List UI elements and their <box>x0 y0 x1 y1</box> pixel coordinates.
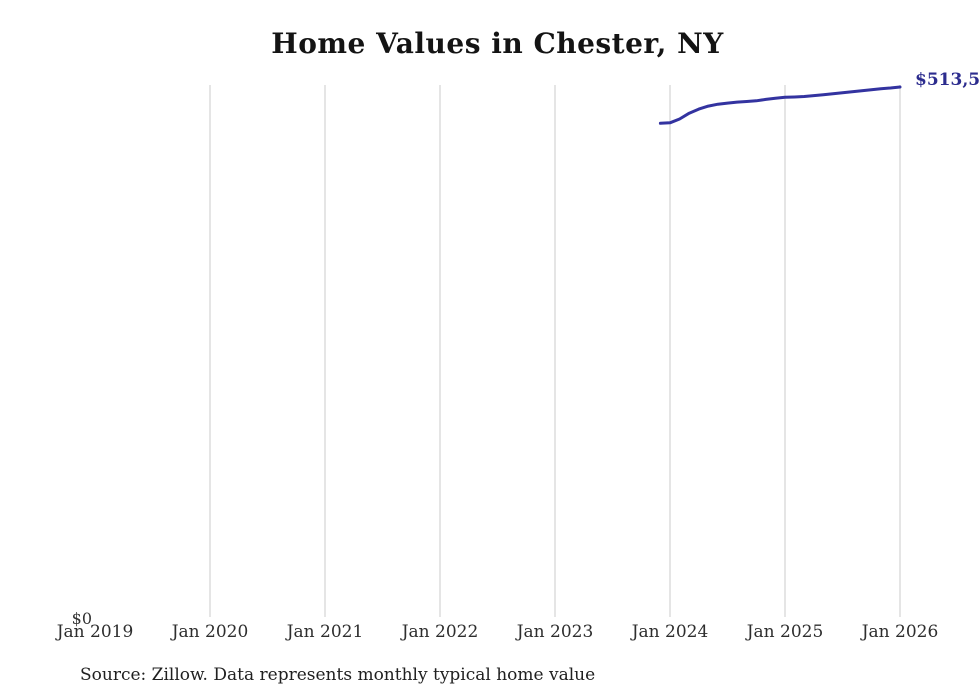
x-tick-label: Jan 2024 <box>631 622 709 642</box>
x-tick-label: Jan 2020 <box>171 622 249 642</box>
home-value-line <box>658 85 902 125</box>
source-note: Source: Zillow. Data represents monthly … <box>80 665 596 685</box>
latest-value-label: $513,577 <box>915 70 980 90</box>
chart-title: Home Values in Chester, NY <box>271 27 724 60</box>
x-tick-label: Jan 2022 <box>401 622 479 642</box>
x-tick-label: Jan 2021 <box>286 622 364 642</box>
x-tick-label: Jan 2026 <box>861 622 939 642</box>
y-axis-zero-label: $0 <box>71 609 92 628</box>
x-tick-label: Jan 2019 <box>56 622 134 642</box>
x-tick-label: Jan 2023 <box>516 622 594 642</box>
x-tick-label: Jan 2025 <box>746 622 824 642</box>
